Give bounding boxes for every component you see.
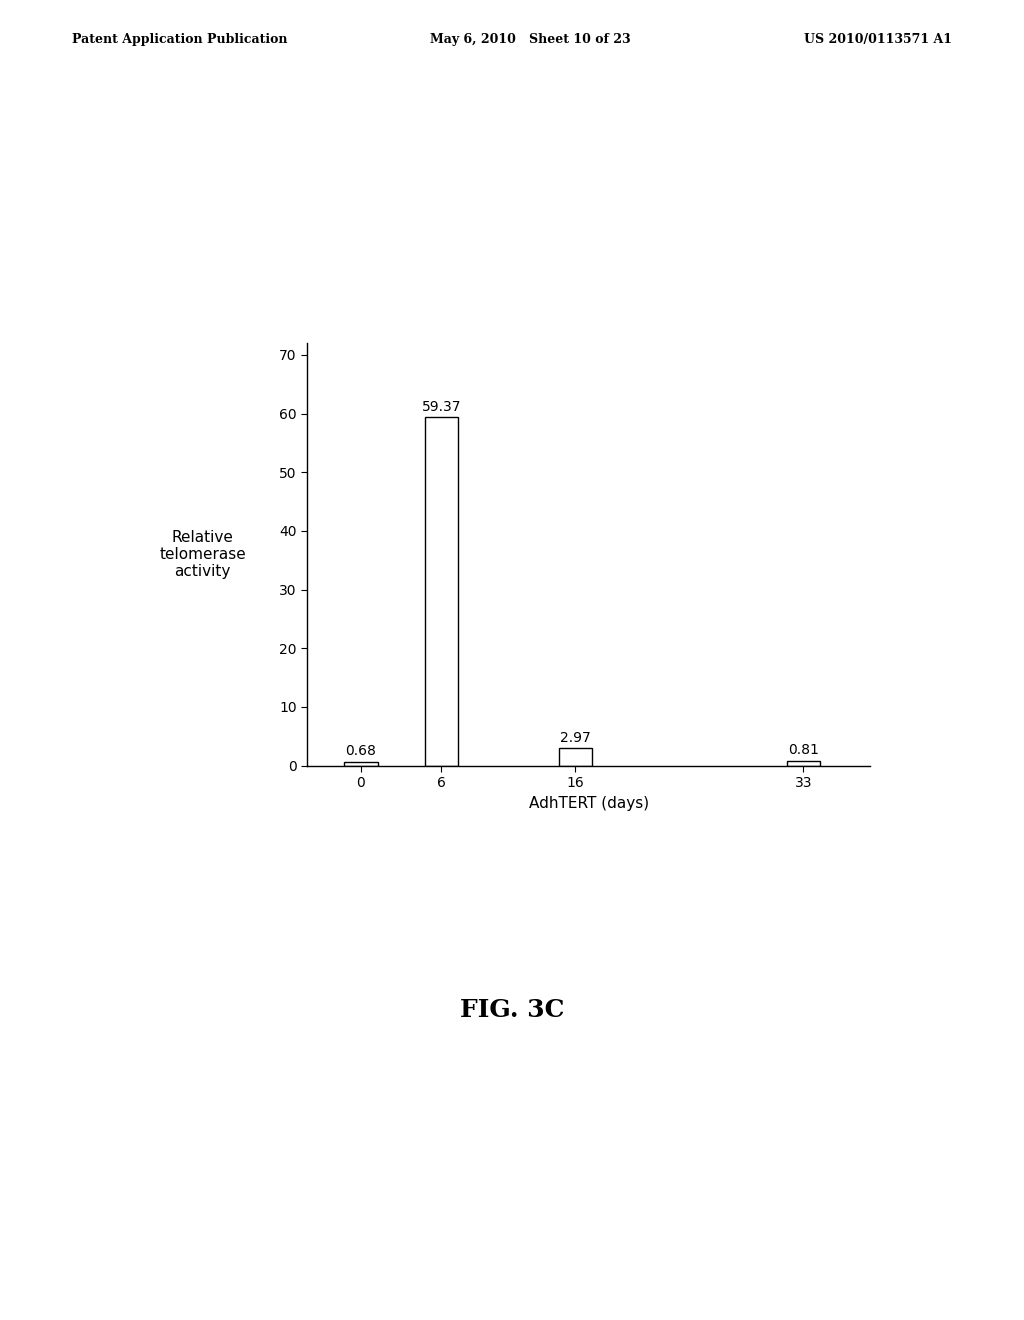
Text: 0.81: 0.81 [787, 743, 819, 758]
Bar [559, 748, 592, 766]
X-axis label: AdhTERT (days): AdhTERT (days) [528, 796, 649, 810]
Text: May 6, 2010   Sheet 10 of 23: May 6, 2010 Sheet 10 of 23 [430, 33, 631, 46]
Bar [425, 417, 458, 766]
Text: 0.68: 0.68 [345, 744, 376, 758]
Text: FIG. 3C: FIG. 3C [460, 998, 564, 1022]
Bar [344, 762, 378, 766]
Text: 59.37: 59.37 [422, 400, 461, 413]
Text: 2.97: 2.97 [560, 731, 591, 744]
Y-axis label: Relative
telomerase
activity: Relative telomerase activity [160, 529, 246, 579]
Bar [786, 760, 820, 766]
Text: Patent Application Publication: Patent Application Publication [72, 33, 287, 46]
Text: US 2010/0113571 A1: US 2010/0113571 A1 [804, 33, 952, 46]
